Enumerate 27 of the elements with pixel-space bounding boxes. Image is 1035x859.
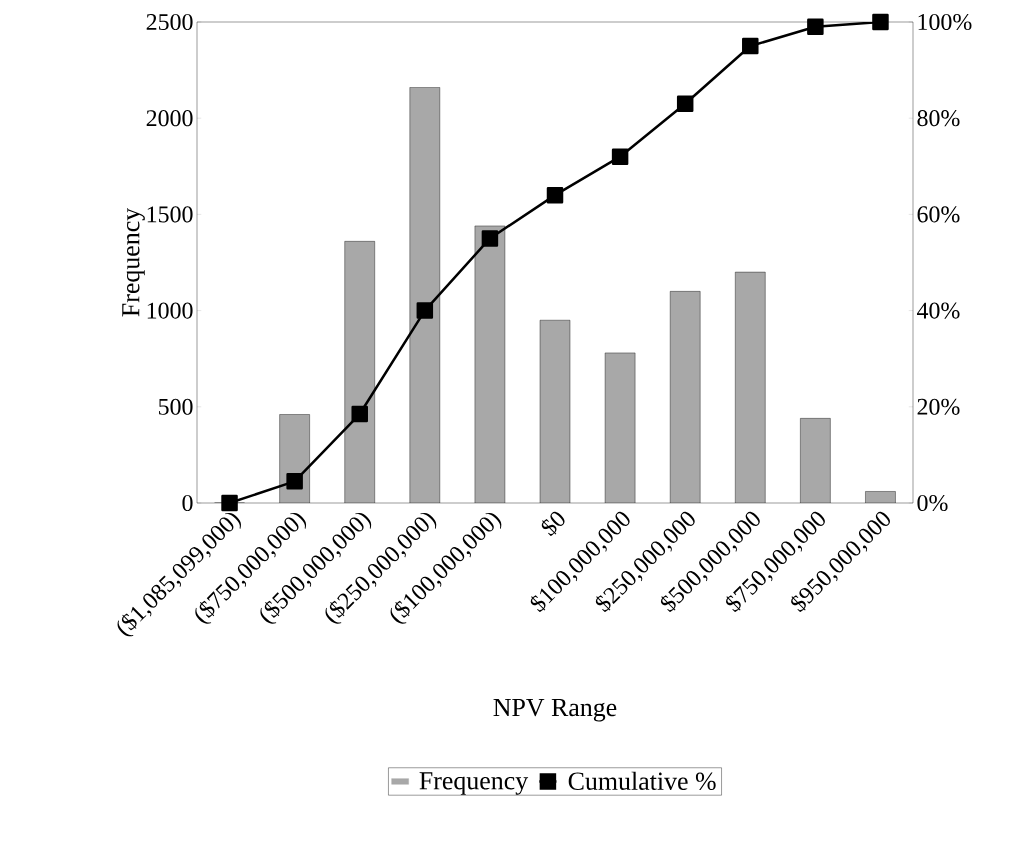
y2-tick-label: 60%	[917, 206, 960, 223]
y-tick-label: 1500	[147, 206, 193, 223]
y2-tick-label: 20%	[917, 398, 960, 415]
y-tick-label: 0	[182, 494, 193, 512]
point	[611, 148, 629, 165]
point	[546, 186, 564, 204]
point	[286, 473, 303, 490]
x-axis-title: NPV Range	[493, 698, 617, 722]
point	[676, 95, 694, 113]
point	[481, 230, 499, 247]
legend-label: Cumulative %	[568, 771, 716, 791]
point	[416, 302, 434, 319]
y2-tick-label: 40%	[917, 302, 960, 319]
point	[351, 405, 368, 423]
point	[742, 37, 759, 55]
y-tick-label: 1000	[147, 302, 193, 319]
point	[807, 18, 824, 36]
point	[872, 13, 889, 31]
y2-tick-label: 0%	[917, 494, 948, 512]
y2-tick-label: 100%	[918, 13, 972, 31]
y-tick-label: 2000	[146, 110, 193, 127]
y-tick-label: 2500	[146, 13, 193, 31]
legend-label: Frequency	[419, 772, 529, 795]
y-axis-title: Frequency	[122, 207, 145, 317]
point	[221, 494, 238, 512]
y-tick-label: 500	[159, 398, 193, 415]
y2-tick-label: 80%	[917, 110, 960, 127]
